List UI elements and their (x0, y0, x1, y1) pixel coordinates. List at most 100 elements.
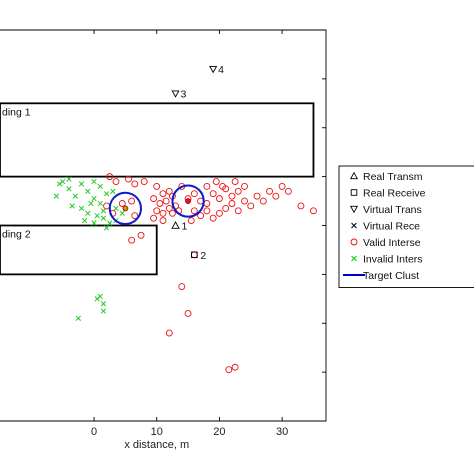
x-tick-label: 20 (213, 426, 225, 438)
invalid-intersection-point (119, 210, 125, 216)
valid-intersection-point (228, 200, 236, 207)
x-tick-label: 0 (91, 426, 97, 438)
invalid-intersection-point (100, 301, 107, 307)
valid-intersection-point (231, 178, 239, 185)
valid-intersection-point (159, 190, 167, 198)
invalid-intersection-point (100, 208, 107, 214)
valid-intersection-point (178, 283, 186, 291)
building-1 (0, 102, 315, 178)
valid-intersection-point (272, 192, 280, 200)
legend-label-4: Virtual Rece (363, 221, 420, 233)
valid-intersection-point (137, 231, 145, 239)
virtual-transmitter-marker (209, 66, 218, 74)
legend-symbol-2 (350, 189, 358, 196)
legend-symbol-6 (351, 255, 357, 262)
invalid-intersection-point (91, 195, 97, 202)
legend-box (338, 165, 474, 288)
valid-intersection-point (215, 209, 223, 217)
valid-intersection-point (156, 200, 164, 207)
valid-intersection-point (187, 217, 195, 225)
building-2-label: ding 2 (2, 229, 31, 241)
valid-intersection-point (219, 182, 227, 190)
valid-intersection-point (310, 207, 317, 215)
valid-intersection-point (106, 173, 114, 181)
invalid-intersection-point (94, 213, 100, 219)
virtual-transmitter-marker (171, 90, 180, 98)
valid-intersection-point (231, 363, 239, 371)
invalid-intersection-point (113, 205, 119, 212)
legend-label-7: Target Clust (363, 270, 419, 282)
invalid-intersection-point (81, 217, 88, 224)
axes-layer: 0 10 20 30 x distance, m (0, 29, 327, 451)
invalid-intersection-point (88, 200, 94, 207)
valid-intersection-point (203, 200, 211, 207)
valid-intersection-point (131, 212, 139, 220)
legend-layer: Real Transm Real Receive Virtual Trans Virt… (338, 165, 474, 288)
invalid-intersection-point (66, 186, 72, 192)
invalid-intersection-point (78, 181, 85, 187)
valid-intersection-point (103, 202, 111, 210)
valid-intersection-point (128, 197, 136, 205)
valid-intersection-point (241, 197, 248, 205)
invalid-intersection-point (107, 220, 113, 226)
valid-intersection-point (197, 212, 205, 220)
valid-intersection-point (150, 195, 158, 203)
invalid-intersection-point (103, 225, 110, 231)
valid-intersection-point (153, 182, 161, 190)
valid-intersection-point (259, 197, 267, 205)
invalid-intersection-point (97, 293, 103, 300)
legend-label-1: Real Transm (363, 171, 423, 183)
valid-intersection-point (159, 209, 167, 217)
invalid-intersection-point (53, 193, 60, 199)
valid-intersection-point (165, 204, 173, 212)
invalid-intersection-point (85, 210, 91, 216)
cluster-center-2 (185, 198, 191, 204)
x-tick-label: 30 (276, 426, 288, 438)
legend-label-6: Invalid Inters (363, 254, 423, 266)
invalid-intersection-point (91, 220, 97, 226)
valid-intersection-point (222, 204, 230, 212)
invalid-intersection-point (100, 308, 107, 314)
valid-intersection-point (228, 192, 236, 200)
invalid-intersection-point (100, 215, 107, 221)
valid-intersection-point (266, 187, 274, 195)
invalid-intersection-point (78, 205, 85, 212)
points-layer (53, 173, 317, 374)
valid-intersection-point (203, 182, 211, 190)
valid-intersection-point (203, 207, 211, 215)
legend-symbol-4 (351, 222, 357, 229)
markers-layer: 1 2 3 4 (108, 64, 224, 262)
valid-intersection-point (118, 200, 126, 207)
valid-intersection-point (190, 190, 198, 198)
real-transmitter-label: 1 (182, 221, 188, 233)
valid-intersection-point (253, 192, 261, 200)
valid-intersection-point (131, 180, 139, 188)
valid-intersection-point (241, 182, 248, 190)
valid-intersection-point (128, 236, 136, 244)
valid-intersection-point (125, 175, 132, 183)
buildings-layer: ding 1 ding 2 (0, 102, 315, 276)
valid-intersection-point (190, 251, 198, 259)
valid-intersection-point (140, 178, 148, 185)
valid-intersection-point (278, 182, 286, 190)
valid-intersection-point (112, 178, 120, 185)
legend-symbol-1 (349, 171, 359, 180)
legend-label-3: Virtual Trans (363, 204, 422, 216)
legend-label-2: Real Receive (363, 188, 426, 200)
legend-label-5: Valid Interse (363, 237, 421, 249)
valid-intersection-point (212, 178, 220, 185)
real-receiver-label: 2 (200, 250, 206, 262)
virtual-transmitter-label: 3 (181, 89, 187, 101)
invalid-intersection-point (69, 203, 75, 209)
target-cluster-2 (171, 184, 205, 218)
valid-intersection-point (165, 329, 173, 337)
invalid-intersection-point (97, 183, 103, 190)
legend-symbol-3 (349, 205, 359, 214)
valid-intersection-point (168, 209, 176, 217)
valid-intersection-point (247, 202, 255, 210)
invalid-intersection-point (66, 176, 72, 182)
invalid-intersection-point (56, 181, 63, 187)
invalid-intersection-point (97, 200, 103, 207)
valid-intersection-point (234, 187, 242, 195)
